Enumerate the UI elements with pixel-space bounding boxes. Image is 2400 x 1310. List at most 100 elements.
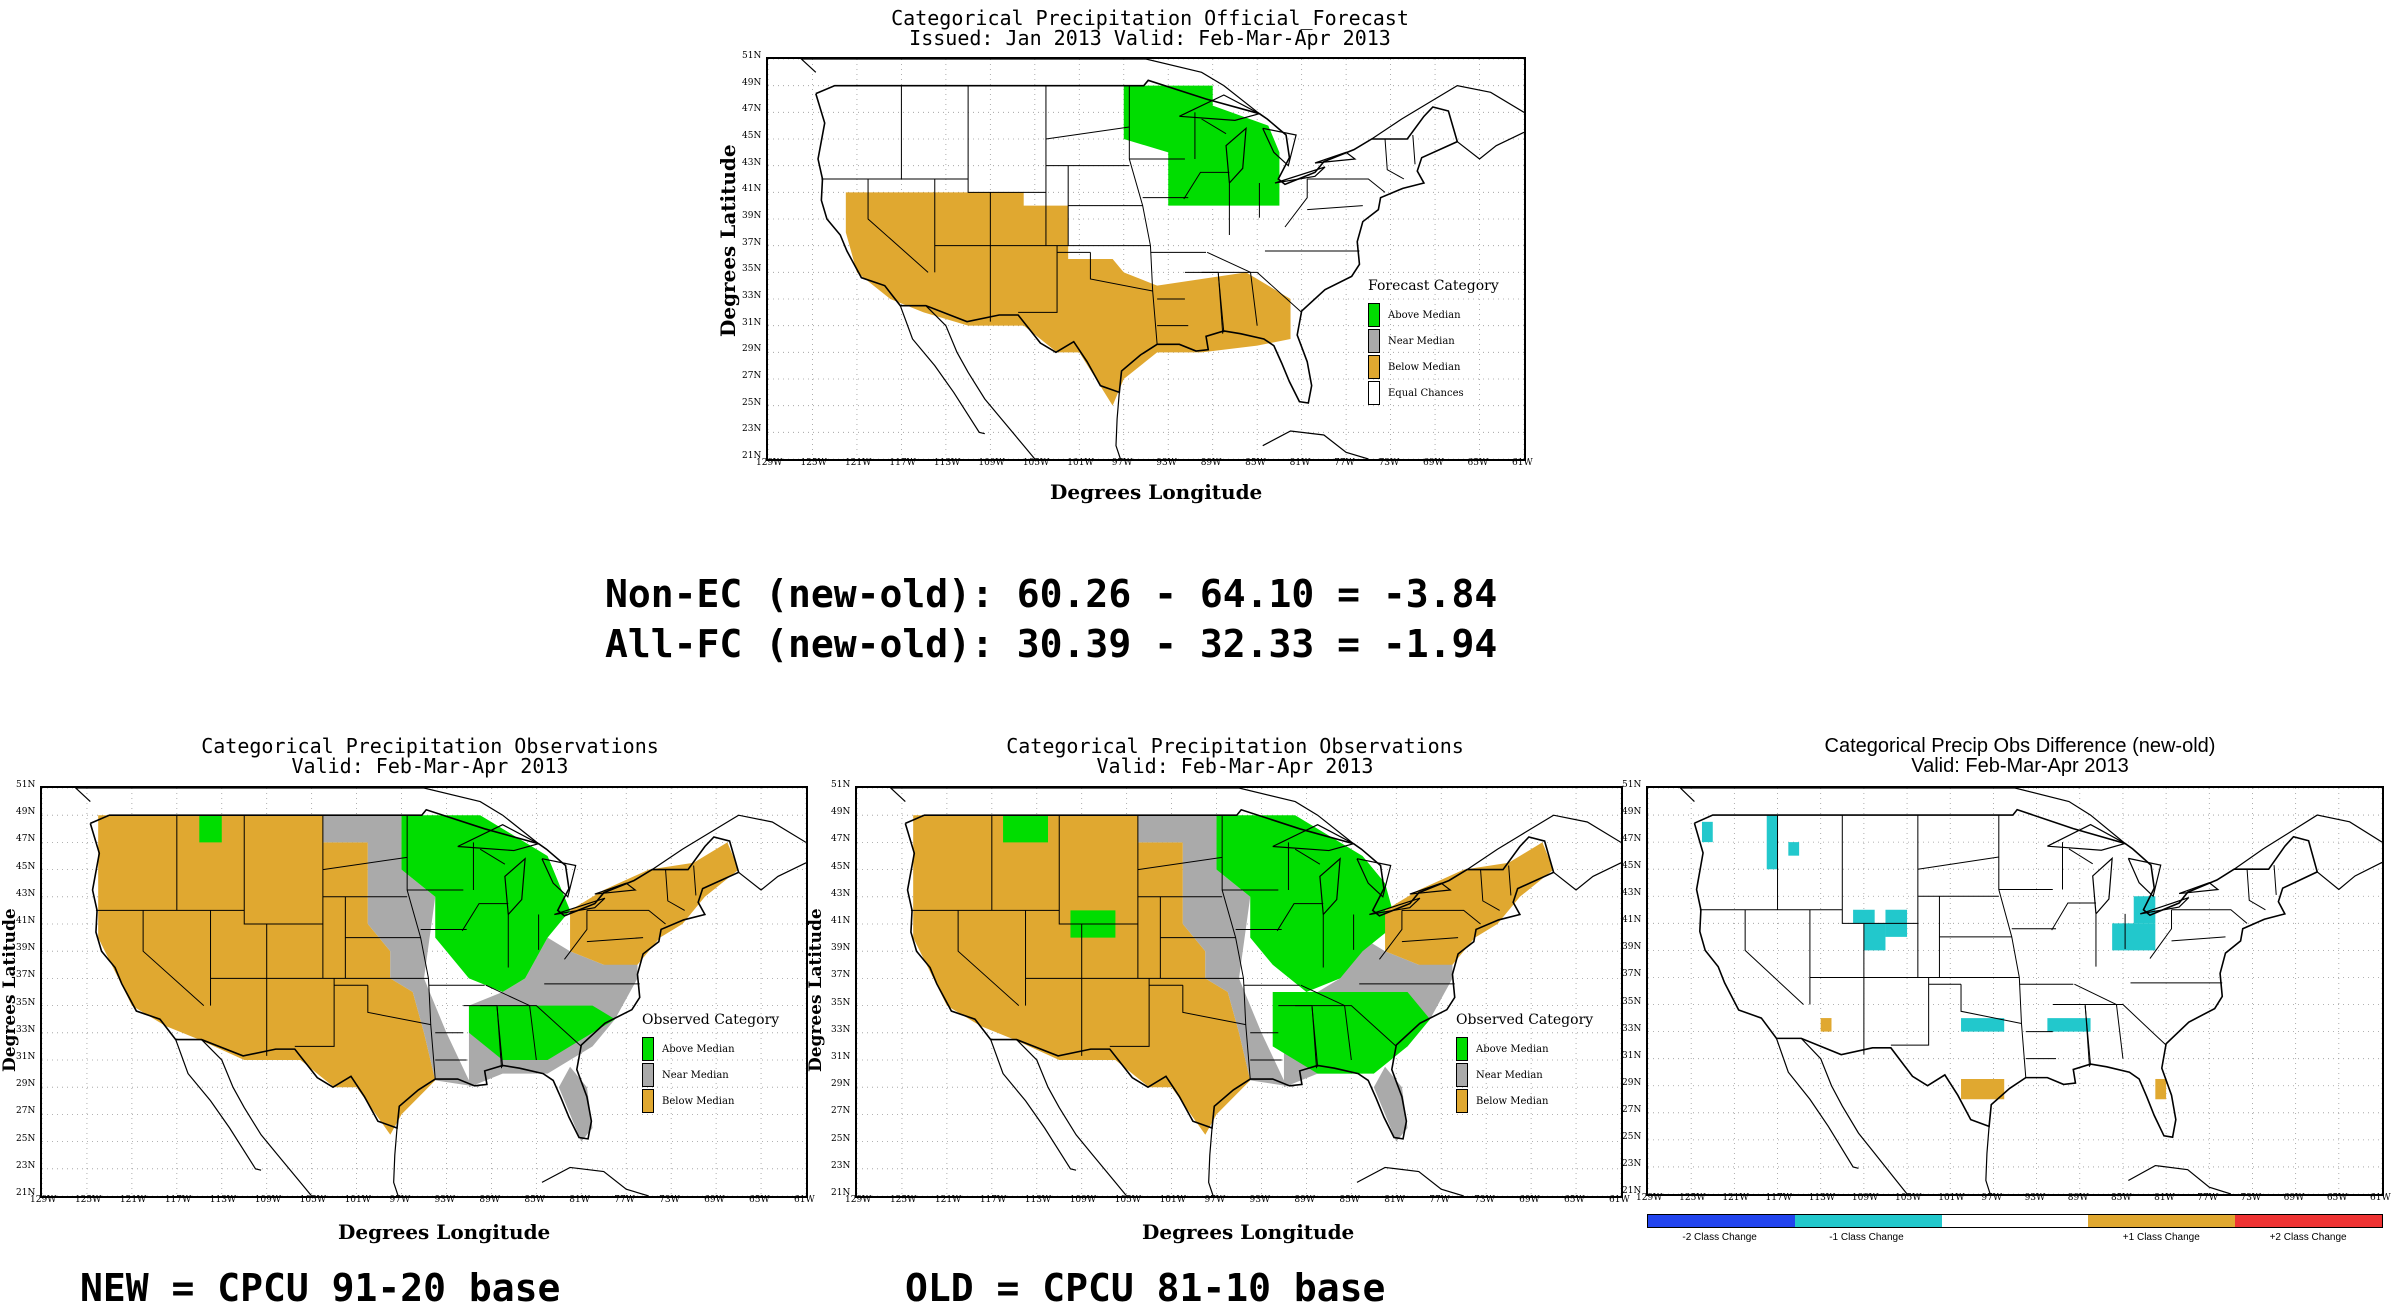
legend-label: Above Median [1476,1043,1549,1055]
colorbar-segment [1794,1215,1942,1227]
legend-item: Below Median [1456,1088,1593,1114]
state-boundary [1401,909,1481,925]
state-boundary [1917,856,1999,870]
nova-scotia-coast [738,862,806,891]
canada-east-coast [651,814,806,871]
state-boundary [480,1005,582,1047]
obs-old-y-axis-label: Degrees Latitude [806,908,826,1072]
mexico-east-coast [1985,1126,1991,1194]
lat-tick-label: 43N [16,888,36,899]
colorbar-label: +2 Class Change [2269,1232,2347,1243]
lat-tick-label: 47N [831,834,851,845]
diff-cell-minus1 [1766,815,1778,870]
state-boundary [867,179,929,273]
great-lake [2092,856,2113,915]
state-boundary [2273,865,2277,895]
lon-tick-label: 61W [2370,1193,2391,1203]
lon-tick-label: 129W [30,1195,57,1205]
cuba-coast [1262,430,1369,459]
lat-tick-label: 33N [1622,1023,1642,1034]
state-boundary [322,856,408,871]
lat-tick-label: 41N [742,184,762,195]
great-lake [1272,824,1356,852]
lon-tick-label: 105W [1114,1195,1142,1205]
canada-east-coast [2233,814,2382,870]
lat-tick-label: 31N [1622,1050,1642,1061]
legend-item: Near Median [1368,328,1499,354]
canada-coast [1679,788,2126,844]
lon-tick-label: 77W [1429,1195,1450,1205]
great-lake [457,824,541,852]
state-boundary [1201,118,1227,135]
forecast-legend: Forecast Category Above Median Near Median… [1368,278,1499,406]
lat-tick-label: 21N [831,1188,851,1198]
lon-tick-label: 69W [1519,1195,1540,1205]
lon-tick-label: 117W [979,1195,1007,1205]
lat-tick-label: 37N [16,970,36,981]
lat-tick-label: 51N [16,780,36,790]
cuba-coast [2128,1164,2232,1194]
mexico-east-coast [1208,1127,1214,1196]
state-boundary [967,85,1046,193]
forecast-x-axis-label: Degrees Longitude [1050,480,1263,504]
lat-tick-label: 45N [16,861,36,872]
score-line-non-ec: Non-EC (new-old): 60.26 - 64.10 = -3.84 [605,572,1498,616]
legend-item: Below Median [642,1088,779,1114]
lat-tick-label: 39N [1622,942,1642,953]
lat-tick-label: 27N [16,1106,36,1117]
lat-tick-label: 33N [831,1024,851,1035]
lat-tick-label: 31N [16,1052,36,1062]
baja-coast [899,305,985,435]
lat-tick-label: 41N [831,916,851,926]
lon-tick-label: 109W [1851,1193,1879,1203]
mexico-west-coast [1016,1039,1128,1196]
lat-tick-label: 23N [1622,1158,1642,1169]
canada-east-coast [1371,85,1524,140]
state-boundary [529,1005,537,1061]
diff-cell-minus1 [1788,842,1800,856]
obs-new-caption: NEW = CPCU 91-20 base [80,1266,561,1310]
legend-label: Near Median [662,1069,729,1081]
diff-cell-minus1 [2112,923,2156,951]
lon-tick-label: 65W [2326,1193,2348,1203]
great-lake [1274,166,1326,184]
lon-tick-label: 113W [1024,1195,1052,1205]
lat-tick-label: 25N [1622,1131,1642,1142]
lon-tick-label: 97W [389,1195,411,1205]
state-boundary [665,869,685,911]
state-boundary [2084,1005,2092,1066]
lat-tick-label: 37N [831,970,851,981]
state-boundary [1109,978,1150,1047]
region-below-median-northeast [1385,842,1554,965]
mexico-west-coast [201,1039,313,1196]
obs-new-y-axis-label: Degrees Latitude [0,908,20,1072]
nova-scotia-coast [1553,862,1621,891]
obs-new-x-axis-label: Degrees Longitude [338,1220,551,1244]
forecast-map [766,57,1526,461]
lat-tick-label: 29N [16,1079,36,1090]
lon-tick-label: 85W [2110,1193,2132,1203]
state-boundary [1295,1005,1397,1047]
lat-tick-label: 25N [831,1133,851,1144]
state-boundary [1508,865,1512,896]
lat-tick-label: 33N [16,1024,36,1035]
region-near-median-plains [1137,815,1296,1088]
lat-tick-label: 47N [742,104,762,115]
forecast-title: Categorical Precipitation Official_Forec… [700,8,1600,48]
region-above-median [1123,85,1280,206]
lon-tick-label: 105W [1895,1193,1922,1203]
lat-tick-label: 21N [742,451,762,461]
lat-tick-label: 49N [831,807,851,818]
map-canvas [857,788,1621,1196]
lon-tick-label: 89W [1200,458,1222,468]
lon-tick-label: 81W [1384,1195,1405,1205]
mexico-west-coast [925,305,1036,459]
legend-label: Below Median [662,1095,735,1107]
lat-tick-label: 21N [16,1188,36,1198]
lat-tick-label: 25N [16,1133,36,1144]
state-boundary [2115,1004,2124,1059]
lon-tick-label: 73W [2240,1193,2262,1203]
lon-tick-label: 89W [479,1195,501,1205]
forecast-y-axis-label: Degrees Latitude [716,144,740,337]
lon-tick-label: 117W [1765,1193,1792,1203]
